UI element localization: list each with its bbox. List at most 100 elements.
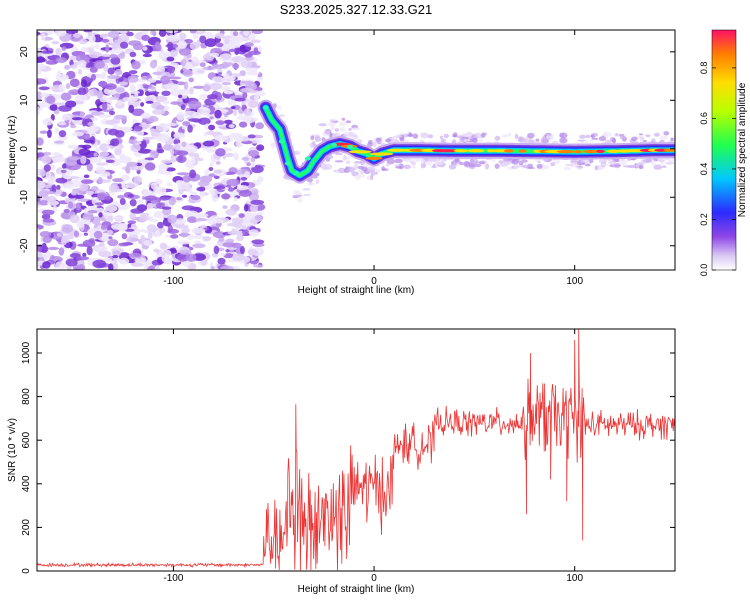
noise-blob bbox=[97, 114, 112, 118]
noise-blob bbox=[181, 125, 187, 130]
noise-blob bbox=[233, 197, 238, 202]
halo-blob bbox=[428, 157, 437, 162]
noise-blob bbox=[130, 143, 141, 153]
halo-blob bbox=[535, 138, 540, 142]
halo-blob bbox=[472, 137, 478, 143]
halo-blob bbox=[519, 161, 524, 164]
spectrogram-x-label: Height of straight line (km) bbox=[298, 285, 415, 296]
noise-blob bbox=[244, 171, 251, 179]
noise-blob bbox=[225, 208, 237, 216]
noise-blob bbox=[207, 94, 218, 100]
noise-blob bbox=[37, 180, 46, 190]
halo-blob bbox=[324, 128, 332, 135]
ridge-hotspot bbox=[596, 149, 605, 153]
noise-blob bbox=[224, 152, 234, 158]
noise-blob bbox=[242, 91, 248, 99]
noise-blob bbox=[170, 147, 175, 156]
noise-blob bbox=[255, 122, 264, 130]
noise-blob bbox=[99, 143, 110, 152]
noise-blob bbox=[176, 172, 190, 176]
noise-blob bbox=[215, 91, 223, 101]
noise-blob bbox=[37, 224, 44, 230]
noise-blob bbox=[154, 230, 161, 238]
noise-blob bbox=[243, 30, 250, 37]
noise-blob bbox=[188, 77, 194, 83]
halo-blob bbox=[627, 164, 637, 169]
noise-blob bbox=[112, 178, 124, 183]
halo-blob bbox=[374, 171, 378, 175]
halo-blob bbox=[598, 136, 607, 142]
noise-blob bbox=[234, 97, 246, 102]
noise-blob bbox=[176, 155, 187, 163]
halo-blob bbox=[278, 114, 285, 117]
noise-blob bbox=[91, 186, 99, 192]
noise-blob bbox=[214, 109, 222, 119]
spectrogram-frame bbox=[36, 29, 676, 271]
noise-blob bbox=[212, 219, 224, 224]
halo-blob bbox=[541, 163, 545, 166]
noise-blob bbox=[194, 153, 200, 161]
noise-blob bbox=[142, 46, 148, 51]
halo-blob bbox=[522, 164, 529, 169]
noise-blob bbox=[131, 60, 141, 70]
noise-blob bbox=[64, 197, 76, 204]
halo-blob bbox=[420, 162, 427, 169]
noise-blob bbox=[176, 112, 185, 121]
noise-blob bbox=[129, 212, 136, 220]
noise-blob bbox=[253, 134, 264, 139]
noise-blob bbox=[211, 193, 219, 202]
noise-blob bbox=[170, 49, 178, 58]
halo-blob bbox=[463, 161, 471, 167]
halo-blob bbox=[665, 161, 674, 165]
noise-blob bbox=[41, 50, 54, 54]
noise-blob bbox=[192, 243, 206, 249]
noise-blob bbox=[157, 142, 162, 149]
noise-blob bbox=[75, 202, 81, 211]
halo-blob bbox=[343, 131, 351, 138]
noise-blob bbox=[118, 34, 130, 44]
noise-blob bbox=[131, 223, 137, 230]
noise-blob bbox=[75, 194, 85, 199]
noise-blob bbox=[67, 144, 79, 149]
noise-blob bbox=[166, 56, 175, 62]
noise-blob bbox=[191, 227, 206, 234]
noise-blob bbox=[185, 253, 197, 262]
halo-blob bbox=[408, 157, 413, 161]
noise-blob bbox=[47, 195, 57, 203]
halo-blob bbox=[302, 193, 312, 197]
halo-blob bbox=[366, 166, 375, 172]
halo-blob bbox=[277, 105, 282, 110]
noise-blob bbox=[98, 80, 108, 87]
noise-blob bbox=[70, 191, 77, 196]
noise-blob bbox=[256, 144, 265, 151]
noise-blob bbox=[142, 122, 148, 129]
ridge-hotspot bbox=[467, 149, 485, 153]
noise-blob bbox=[141, 34, 150, 42]
noise-blob bbox=[183, 110, 198, 118]
noise-blob bbox=[55, 156, 66, 162]
ridge-hotspot bbox=[284, 161, 291, 166]
noise-blob bbox=[175, 180, 185, 185]
halo-blob bbox=[318, 123, 327, 127]
noise-blob bbox=[107, 67, 115, 75]
noise-blob bbox=[107, 75, 121, 79]
x-tick-label: 0 bbox=[371, 573, 377, 584]
ridge-hotspot bbox=[346, 144, 353, 149]
noise-blob bbox=[107, 239, 119, 247]
halo-blob bbox=[650, 158, 659, 161]
noise-blob bbox=[215, 148, 226, 157]
ridge-hotspot bbox=[348, 150, 372, 154]
noise-blob bbox=[167, 214, 177, 224]
snr-x-label: Height of straight line (km) bbox=[298, 584, 415, 595]
noise-blob bbox=[212, 231, 226, 239]
noise-blob bbox=[248, 50, 261, 56]
colorbar-gradient bbox=[711, 29, 737, 271]
halo-blob bbox=[667, 158, 675, 163]
noise-blob bbox=[140, 112, 151, 119]
noise-blob bbox=[240, 88, 254, 93]
noise-blob bbox=[186, 216, 198, 224]
